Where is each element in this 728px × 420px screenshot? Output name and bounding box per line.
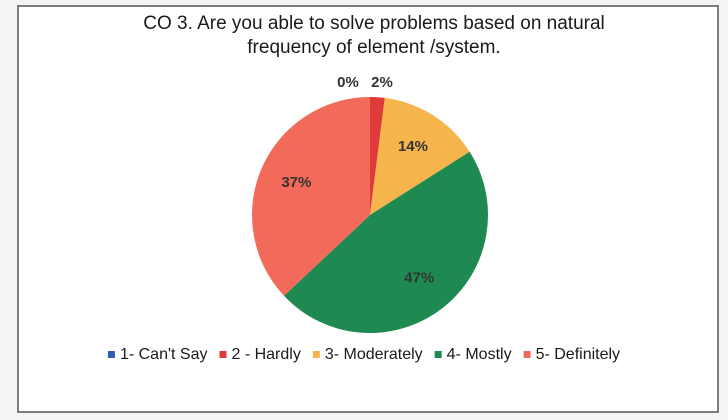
pie-slice: [283, 151, 489, 334]
legend-label: 5- Definitely: [536, 346, 620, 363]
slice-label: 2%: [371, 74, 393, 91]
slice-label: 47%: [404, 269, 434, 286]
slice-label: 37%: [281, 174, 311, 191]
legend-label: 2 - Hardly: [231, 346, 300, 363]
slice-label: 0%: [337, 74, 359, 91]
pie-slice: [370, 97, 470, 215]
pie-slice: [252, 97, 370, 296]
legend-label: 4- Mostly: [447, 346, 512, 363]
title-box: CO 3. Are you able to solve problems bas…: [143, 13, 605, 58]
legend-swatch: [434, 351, 442, 358]
legend-swatch: [312, 351, 320, 358]
legend-swatch: [523, 351, 531, 358]
legend-swatch: [107, 351, 115, 358]
pie-slice: [370, 97, 385, 215]
legend-swatch: [219, 351, 227, 358]
chart-title: CO 3. Are you able to solve problems bas…: [143, 13, 605, 58]
legend-label: 3- Moderately: [325, 346, 423, 363]
legend-label: 1- Can't Say: [120, 346, 208, 363]
slice-label: 14%: [398, 138, 428, 155]
